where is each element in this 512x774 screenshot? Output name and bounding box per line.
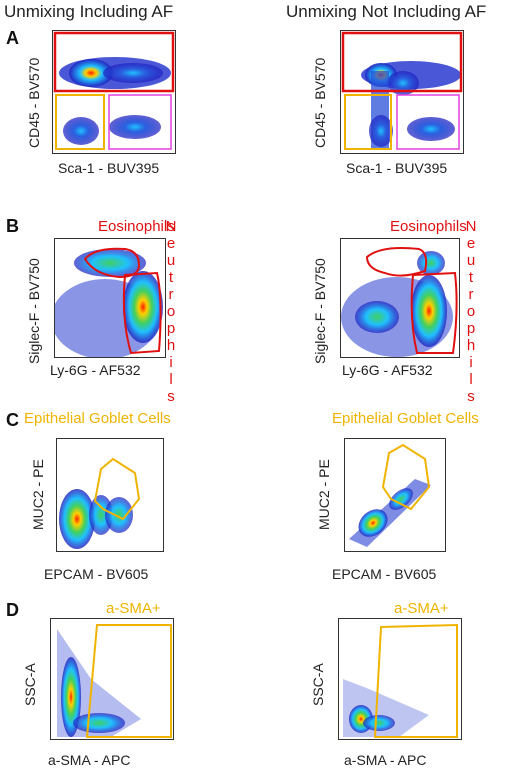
- panel-a-left-plot: [52, 30, 176, 154]
- panel-a-right-y-label: CD45 - BV570: [312, 57, 328, 148]
- panel-c-left-plot: [56, 438, 164, 552]
- panel-b-right-eosinophils-label: Eosinophils: [390, 218, 467, 235]
- panel-c-left-gate-label: Epithelial Goblet Cells: [24, 410, 171, 427]
- right-column-title: Unmixing Not Including AF: [286, 2, 487, 21]
- panel-letter-b: B: [6, 216, 19, 236]
- panel-d-left-y-label: SSC-A: [22, 663, 38, 706]
- panel-b-right-y-label: Siglec-F - BV750: [312, 258, 328, 364]
- panel-c-right-y-label: MUC2 - PE: [316, 459, 332, 530]
- panel-d-right-y-label: SSC-A: [310, 663, 326, 706]
- panel-b-left-eosinophils-label: Eosinophils: [98, 218, 175, 235]
- panel-c-left-y-label: MUC2 - PE: [30, 459, 46, 530]
- panel-d-left-plot: [50, 618, 174, 740]
- panel-d-right-plot: [338, 618, 462, 740]
- panel-a-left-x-label: Sca-1 - BUV395: [58, 160, 160, 176]
- panel-a-right-x-label: Sca-1 - BUV395: [346, 160, 448, 176]
- panel-c-left-x-label: EPCAM - BV605: [44, 566, 149, 582]
- panel-b-right-plot: [340, 238, 460, 358]
- panel-letter-d: D: [6, 600, 19, 620]
- panel-a-left-y-label: CD45 - BV570: [26, 57, 42, 148]
- panel-b-left-x-label: Ly-6G - AF532: [50, 362, 141, 378]
- panel-letter-a: A: [6, 28, 19, 48]
- panel-d-left-gate-label: a-SMA+: [106, 600, 161, 617]
- panel-d-right-x-label: a-SMA - APC: [344, 752, 427, 768]
- panel-b-right-x-label: Ly-6G - AF532: [342, 362, 433, 378]
- panel-b-left-plot: [54, 238, 166, 358]
- panel-a-right-plot: [340, 30, 464, 154]
- panel-b-left-y-label: Siglec-F - BV750: [26, 258, 42, 364]
- panel-c-right-gate-label: Epithelial Goblet Cells: [332, 410, 479, 427]
- panel-d-right-gate-label: a-SMA+: [394, 600, 449, 617]
- left-column-title: Unmixing Including AF: [4, 2, 174, 21]
- panel-c-right-x-label: EPCAM - BV605: [332, 566, 437, 582]
- panel-letter-c: C: [6, 410, 19, 430]
- panel-d-left-x-label: a-SMA - APC: [48, 752, 131, 768]
- panel-c-right-plot: [344, 438, 446, 552]
